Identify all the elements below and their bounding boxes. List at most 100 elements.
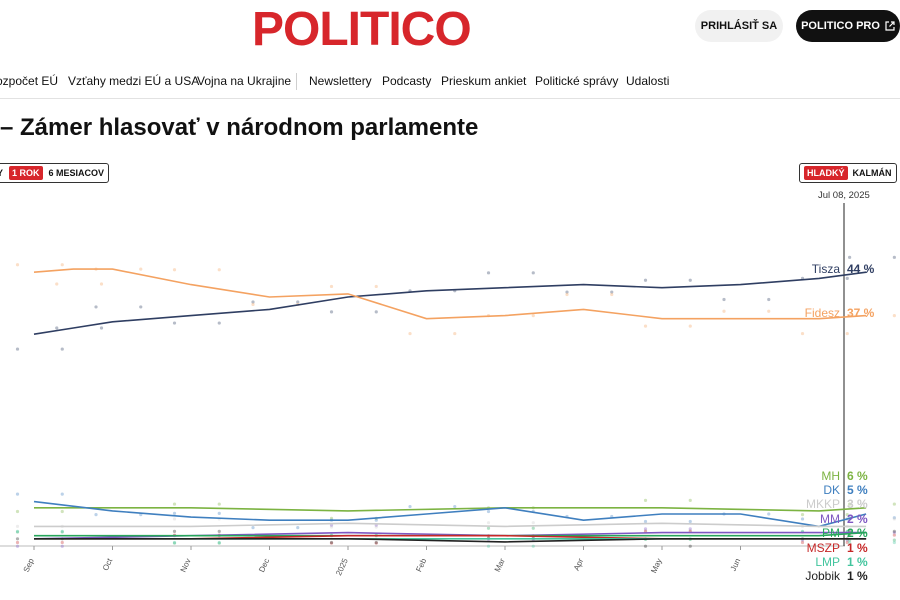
nav-item-political-news[interactable]: Politické správy <box>535 74 619 88</box>
tisza-poll-point <box>374 310 378 314</box>
fidesz-poll-point <box>329 284 334 289</box>
tisza-poll-point <box>139 305 143 309</box>
login-button[interactable]: PRIHLÁSIŤ SA <box>695 10 783 42</box>
x-tick-label: Oct <box>101 556 115 572</box>
nav-item-budget[interactable]: ozpočet EÚ <box>0 74 59 88</box>
nav-item-polls[interactable]: Prieskum ankiet <box>441 74 527 88</box>
pm-poll-point <box>531 526 535 530</box>
jobbik-poll-point <box>643 544 648 548</box>
fidesz-poll-point <box>643 324 648 328</box>
lmp-poll-point <box>848 540 852 545</box>
fidesz-poll-point <box>688 324 692 328</box>
politico-logo[interactable]: POLITICO <box>252 3 472 56</box>
fidesz-poll-point <box>374 284 378 289</box>
x-tick-label: Nov <box>179 557 193 574</box>
x-tick-label: May <box>649 557 664 575</box>
tisza-poll-point <box>15 347 20 351</box>
smoothing-option-kalman[interactable]: KALMÁN <box>852 168 892 178</box>
tisza-poll-point <box>848 255 852 259</box>
fidesz-line <box>33 268 867 320</box>
tisza-poll-point <box>99 326 104 330</box>
tisza-poll-point <box>845 276 849 280</box>
range-option-1-year[interactable]: 1 ROK <box>9 166 43 180</box>
dk-poll-point <box>296 526 300 530</box>
mkkp-poll-point <box>688 529 692 533</box>
pm-poll-point <box>217 541 221 545</box>
mszp-label: MSZP <box>807 541 840 555</box>
jobbik-poll-point <box>172 529 177 533</box>
mm-label: MM <box>820 512 840 526</box>
mh-poll-point <box>845 513 849 517</box>
mkkp-value: 3 % <box>847 497 868 511</box>
tisza-poll-point <box>565 290 569 294</box>
mkkp-poll-point <box>329 525 334 529</box>
dk-line <box>33 500 867 528</box>
cursor-date-label: Jul 08, 2025 <box>818 190 870 201</box>
fidesz-poll-point <box>565 292 569 297</box>
fidesz-poll-point <box>139 267 143 271</box>
mszp-poll-point <box>800 540 805 545</box>
external-link-icon <box>885 21 895 31</box>
tisza-label: Tisza <box>812 262 841 276</box>
range-option-all[interactable]: Y <box>0 168 4 178</box>
mh-poll-point <box>848 502 852 506</box>
mh-label: MH <box>821 469 840 483</box>
dk-poll-point <box>892 516 896 520</box>
tisza-poll-point <box>60 347 64 351</box>
mh-poll-point <box>688 498 692 502</box>
dk-poll-point <box>217 511 221 515</box>
tisza-poll-point <box>610 290 614 294</box>
mkkp-label: MKKP <box>806 497 840 511</box>
mh-poll-point <box>800 513 805 517</box>
mm-poll-point <box>688 527 692 531</box>
politico-pro-button[interactable]: POLITICO PRO <box>796 10 900 42</box>
lmp-poll-point <box>486 544 491 548</box>
tisza-value: 44 % <box>847 262 875 276</box>
fidesz-poll-point <box>453 331 457 336</box>
lmp-poll-point <box>531 544 535 548</box>
lmp-poll-point <box>15 529 20 533</box>
dk-poll-point <box>15 492 20 496</box>
mh-line <box>34 506 867 512</box>
pm-poll-point <box>486 526 491 530</box>
pm-value: 2 % <box>847 526 868 540</box>
fidesz-poll-point <box>892 314 896 318</box>
fidesz-poll-point <box>610 292 614 297</box>
pm-label: PM <box>822 526 840 540</box>
lmp-poll-point <box>172 540 177 545</box>
pm-poll-point <box>892 538 896 542</box>
dk-poll-point <box>172 511 177 515</box>
fidesz-poll-point <box>217 268 221 272</box>
fidesz-poll-point <box>99 282 104 286</box>
tisza-poll-point <box>251 300 255 304</box>
lmp-label: LMP <box>815 555 840 569</box>
x-tick-label: Mar <box>493 557 507 574</box>
mszp-poll-point <box>845 540 849 545</box>
mh-poll-point <box>15 509 20 514</box>
mkkp-poll-point <box>486 521 491 525</box>
mszp-poll-point <box>892 533 896 537</box>
jobbik-label: Jobbik <box>805 569 841 583</box>
fidesz-label: Fidesz <box>805 306 840 320</box>
fidesz-poll-point <box>251 302 255 307</box>
nav-item-eu-us[interactable]: Vzťahy medzi EÚ a USA <box>68 74 200 88</box>
fidesz-poll-point <box>408 331 412 336</box>
tisza-poll-point <box>172 321 177 325</box>
fidesz-value: 37 % <box>847 306 875 320</box>
mh-poll-point <box>217 502 221 506</box>
nav-item-ukraine[interactable]: Vojna na Ukrajine <box>197 74 292 88</box>
jobbik-poll-point <box>15 537 20 541</box>
jobbik-value: 1 % <box>847 569 868 583</box>
nav-item-newsletters[interactable]: Newslettery <box>309 74 372 88</box>
nav-item-podcasts[interactable]: Podcasty <box>382 74 432 88</box>
mszp-poll-point <box>374 541 378 545</box>
mh-poll-point <box>60 509 64 514</box>
range-option-6-months[interactable]: 6 MESIACOV <box>48 168 105 178</box>
pm-poll-point <box>172 541 177 545</box>
mh-value: 6 % <box>847 469 868 483</box>
mkkp-poll-point <box>892 517 896 521</box>
x-tick-label: Dec <box>257 557 271 574</box>
smoothing-option-smooth[interactable]: HLADKÝ <box>804 166 848 180</box>
nav-item-events[interactable]: Udalosti <box>626 74 670 88</box>
